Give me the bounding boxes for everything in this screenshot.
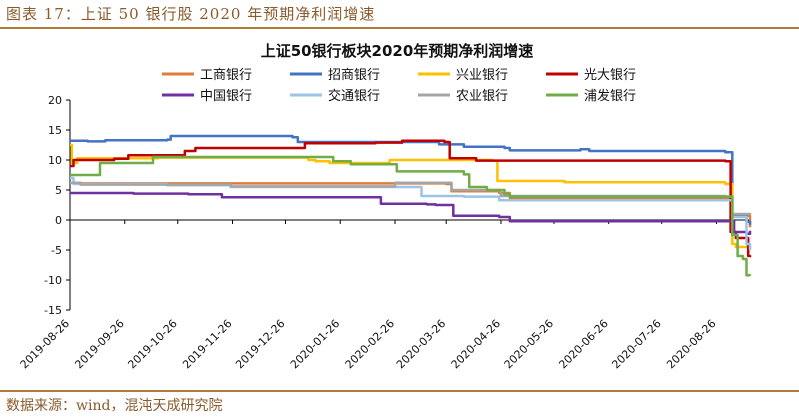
source-note: 数据来源：wind，混沌天成研究院	[6, 398, 223, 414]
series-line-6	[70, 176, 752, 250]
x-tick-label: 2019-10-26	[125, 317, 179, 371]
line-chart: 上证50银行板块2020年预期净利润增速 工商银行 招商银行 兴业银行 光大银行中国银…	[18, 42, 752, 371]
legend-label-3: 兴业银行	[456, 68, 508, 83]
x-tick-label: 2020-05-26	[502, 317, 556, 371]
y-tick-label: 5	[55, 184, 62, 197]
y-tick-label: 20	[48, 94, 62, 107]
legend-label-1: 工商银行	[200, 68, 252, 83]
x-tick-label: 2020-03-26	[394, 317, 448, 371]
y-tick-label: 10	[48, 154, 62, 167]
y-tick-label: 15	[48, 124, 62, 137]
y-tick-label: 0	[55, 214, 62, 227]
series-line-3	[70, 143, 752, 249]
legend-label-8: 浦发银行	[584, 88, 636, 104]
legend-label-5: 中国银行	[200, 89, 252, 104]
y-tick-label: -10	[44, 274, 62, 287]
top-rule	[0, 27, 799, 29]
x-tick-label: 2019-08-26	[18, 317, 72, 371]
x-tick-label: 2020-04-26	[449, 317, 503, 371]
y-axis: -15 -10 -5 0 5 10 15 20	[44, 94, 71, 317]
y-tick-label: -15	[44, 304, 62, 317]
x-tick-label: 2019-12-26	[233, 317, 287, 371]
legend-label-7: 农业银行	[456, 89, 508, 104]
series-lines	[70, 134, 752, 277]
x-tick-label: 2020-06-26	[556, 317, 610, 371]
y-tick-label: -5	[51, 244, 62, 257]
chart-title: 上证50银行板块2020年预期净利润增速	[261, 42, 534, 60]
series-line-2	[70, 134, 752, 225]
x-tick-label: 2020-01-26	[288, 317, 342, 371]
figure-caption: 图表 17：上证 50 银行股 2020 年预期净利润增速	[6, 5, 376, 23]
x-tick-label: 2020-07-26	[609, 317, 663, 371]
series-line-8	[70, 155, 752, 277]
x-tick-label: 2020-02-26	[343, 317, 397, 371]
legend-label-4: 光大银行	[584, 68, 636, 83]
bottom-rule	[0, 390, 799, 392]
legend-label-6: 交通银行	[328, 88, 380, 104]
series-line-5	[70, 191, 752, 236]
x-tick-label: 2019-11-26	[180, 317, 234, 371]
x-tick-label: 2020-08-26	[664, 317, 718, 371]
x-tick-label: 2019-09-26	[72, 317, 126, 371]
legend-label-2: 招商银行	[328, 68, 380, 83]
